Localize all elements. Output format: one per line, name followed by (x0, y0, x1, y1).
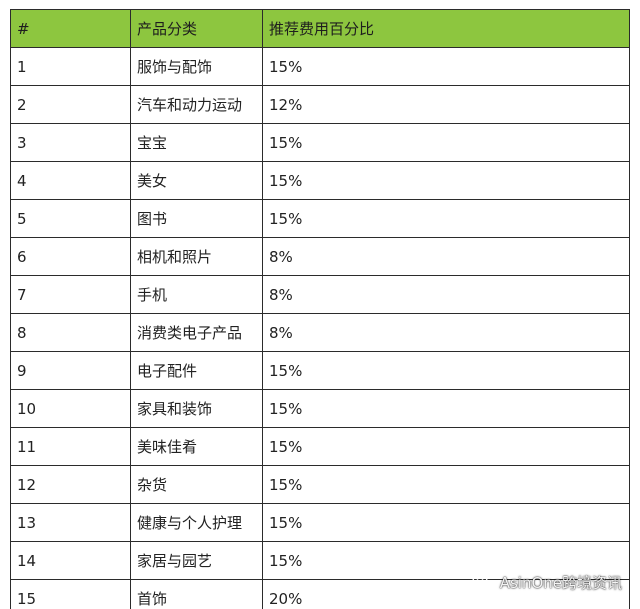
cell-category: 宝宝 (130, 123, 263, 162)
cell-fee-percentage: 15% (262, 123, 630, 162)
table-row: 11 美味佳肴 15% (10, 427, 630, 466)
table-row: 8 消费类电子产品 8% (10, 313, 630, 352)
cell-category: 服饰与配饰 (130, 47, 263, 86)
cell-category: 美味佳肴 (130, 427, 263, 466)
cell-index: 15 (10, 579, 131, 609)
table-row: 3 宝宝 15% (10, 123, 630, 162)
table-row: 4 美女 15% (10, 161, 630, 200)
cell-index: 12 (10, 465, 131, 504)
cell-category: 家居与园艺 (130, 541, 263, 580)
header-row: # 产品分类 推荐费用百分比 (10, 9, 630, 48)
table-row: 7 手机 8% (10, 275, 630, 314)
header-category: 产品分类 (130, 9, 263, 48)
table-row: 1 服饰与配饰 15% (10, 47, 630, 86)
cell-index: 4 (10, 161, 131, 200)
header-index: # (10, 9, 131, 48)
cell-fee-percentage: 8% (262, 275, 630, 314)
cell-fee-percentage: 15% (262, 161, 630, 200)
table-row: 10 家具和装饰 15% (10, 389, 630, 428)
cell-fee-percentage: 15% (262, 503, 630, 542)
cell-fee-percentage: 15% (262, 389, 630, 428)
table-row: 15 首饰 20% (10, 579, 630, 609)
table-row: 2 汽车和动力运动 12% (10, 85, 630, 124)
cell-category: 美女 (130, 161, 263, 200)
cell-fee-percentage: 8% (262, 237, 630, 276)
cell-category: 杂货 (130, 465, 263, 504)
cell-index: 3 (10, 123, 131, 162)
table-row: 6 相机和照片 8% (10, 237, 630, 276)
table-row: 13 健康与个人护理 15% (10, 503, 630, 542)
cell-category: 消费类电子产品 (130, 313, 263, 352)
cell-index: 6 (10, 237, 131, 276)
table-row: 14 家居与园艺 15% (10, 541, 630, 580)
header-fee-percentage: 推荐费用百分比 (262, 9, 630, 48)
cell-index: 1 (10, 47, 131, 86)
cell-index: 13 (10, 503, 131, 542)
cell-category: 图书 (130, 199, 263, 238)
cell-fee-percentage: 15% (262, 541, 630, 580)
table-row: 9 电子配件 15% (10, 351, 630, 390)
cell-fee-percentage: 15% (262, 427, 630, 466)
cell-category: 电子配件 (130, 351, 263, 390)
cell-category: 汽车和动力运动 (130, 85, 263, 124)
cell-category: 相机和照片 (130, 237, 263, 276)
cell-index: 8 (10, 313, 131, 352)
cell-index: 11 (10, 427, 131, 466)
table-header: # 产品分类 推荐费用百分比 (10, 9, 630, 48)
cell-fee-percentage: 15% (262, 465, 630, 504)
table-row: 5 图书 15% (10, 199, 630, 238)
cell-fee-percentage: 15% (262, 351, 630, 390)
cell-index: 9 (10, 351, 131, 390)
cell-fee-percentage: 15% (262, 47, 630, 86)
referral-fee-table: # 产品分类 推荐费用百分比 1 服饰与配饰 15% 2 汽车和动力运动 12% 3 宝宝 15… (10, 9, 630, 609)
cell-fee-percentage: 20% (262, 579, 630, 609)
cell-category: 家具和装饰 (130, 389, 263, 428)
cell-index: 7 (10, 275, 131, 314)
cell-fee-percentage: 15% (262, 199, 630, 238)
cell-fee-percentage: 8% (262, 313, 630, 352)
cell-index: 10 (10, 389, 131, 428)
cell-category: 健康与个人护理 (130, 503, 263, 542)
cell-category: 手机 (130, 275, 263, 314)
table-row: 12 杂货 15% (10, 465, 630, 504)
cell-index: 5 (10, 199, 131, 238)
cell-category: 首饰 (130, 579, 263, 609)
cell-index: 2 (10, 85, 131, 124)
cell-fee-percentage: 12% (262, 85, 630, 124)
cell-index: 14 (10, 541, 131, 580)
table-body: 1 服饰与配饰 15% 2 汽车和动力运动 12% 3 宝宝 15% 4 美女 15% 5 图书 15% 6 相… (10, 47, 630, 609)
